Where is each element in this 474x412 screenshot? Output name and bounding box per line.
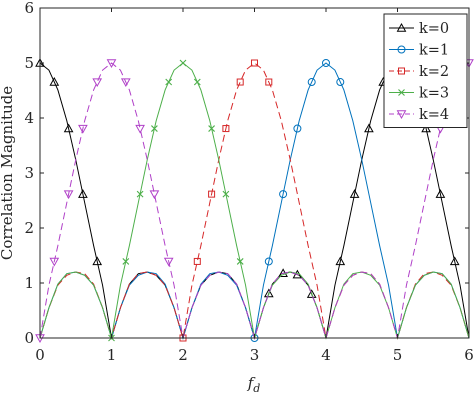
series-5-marker-7 (120, 78, 131, 88)
legend-item-5: k=4 (389, 107, 449, 123)
series-1-marker-15 (421, 123, 431, 133)
legend-marker-2 (397, 45, 406, 54)
x-tick-label-4: 4 (321, 346, 331, 364)
legend: k=0 k=1 k=2 k=3 k=4 (383, 13, 468, 128)
legend-label-4: k=3 (419, 86, 449, 102)
series-1-marker-4 (78, 189, 88, 198)
series-1-marker-6 (263, 288, 274, 298)
series-5-marker-6 (106, 59, 117, 69)
series-3-marker-4 (222, 125, 230, 133)
series-1-marker-17 (449, 256, 460, 266)
legend-item-2: k=1 (389, 43, 449, 59)
x-axis-label: fd (247, 374, 261, 395)
series-5-marker-10 (163, 257, 174, 267)
series-4-marker-5 (165, 78, 173, 86)
series-1-marker-10 (335, 256, 346, 266)
y-tick-label-5: 5 (24, 54, 34, 72)
series-1-marker-11 (349, 189, 360, 198)
legend-item-1: k=0 (389, 21, 449, 37)
series-4-marker-7 (193, 78, 201, 86)
series-3-marker-5 (236, 78, 244, 86)
legend-label-2: k=1 (419, 43, 449, 59)
series-5-marker-8 (135, 124, 145, 134)
series-4-marker-9 (222, 190, 230, 198)
series-5-marker-3 (63, 190, 74, 200)
y-tick-label-4: 4 (24, 109, 34, 127)
series-1-marker-3 (63, 123, 74, 133)
series-5-marker-9 (149, 190, 160, 200)
y-tick-label-0: 0 (24, 329, 34, 347)
y-tick-label-2: 2 (24, 219, 34, 237)
legend-label-3: k=2 (419, 64, 449, 80)
legend-item-4: k=3 (389, 86, 449, 102)
legend-label-1: k=0 (419, 21, 449, 37)
x-tick-label-6: 6 (464, 346, 474, 364)
series-3-marker-3 (208, 190, 216, 198)
series-1-marker-9 (306, 289, 317, 298)
y-tick-label-6: 6 (24, 0, 34, 17)
y-axis-label: Correlation Magnitude (0, 86, 16, 260)
series-5-marker-5 (92, 78, 103, 88)
series-5-marker-4 (78, 124, 88, 134)
series-2-marker-2 (264, 257, 273, 266)
series-1-marker-2 (49, 77, 60, 86)
x-tick-label-1: 1 (107, 346, 117, 364)
y-tick-label-1: 1 (24, 274, 34, 292)
x-tick-label-2: 2 (178, 346, 188, 364)
legend-marker-4 (398, 89, 405, 96)
x-tick-label-0: 0 (35, 346, 45, 364)
series-4-marker-3 (136, 190, 144, 198)
x-tick-label-5: 5 (393, 346, 403, 364)
series-2-marker-4 (293, 124, 302, 133)
series-4-marker-6 (179, 59, 187, 67)
series-4-marker-8 (208, 125, 215, 132)
legend-marker-3 (398, 67, 405, 75)
legend-label-5: k=4 (419, 107, 449, 123)
x-tick-label-3: 3 (250, 346, 260, 364)
series-1-marker-16 (435, 189, 446, 198)
series-5-marker-2 (49, 257, 60, 267)
legend-marker-1 (396, 22, 407, 32)
legend-marker-5 (396, 110, 407, 120)
y-tick-label-3: 3 (24, 164, 34, 182)
series-3-marker-2 (193, 257, 201, 265)
series-4-marker-4 (151, 125, 158, 132)
series-2-marker-7 (336, 78, 345, 87)
series-4-marker-10 (236, 258, 244, 265)
series-2-marker-3 (279, 190, 288, 199)
legend-item-3: k=2 (389, 64, 449, 80)
series-4-marker-2 (122, 258, 130, 265)
series-2-marker-6 (322, 59, 330, 67)
series-1-marker-12 (364, 123, 374, 133)
ticks-layer: 0 1 2 3 4 5 6 0 1 2 3 4 5 6 (24, 0, 473, 364)
series-2-marker-5 (307, 78, 316, 87)
series-1-marker-5 (92, 256, 103, 266)
series-3-marker-7 (265, 78, 273, 86)
series-3-marker-6 (251, 59, 258, 67)
